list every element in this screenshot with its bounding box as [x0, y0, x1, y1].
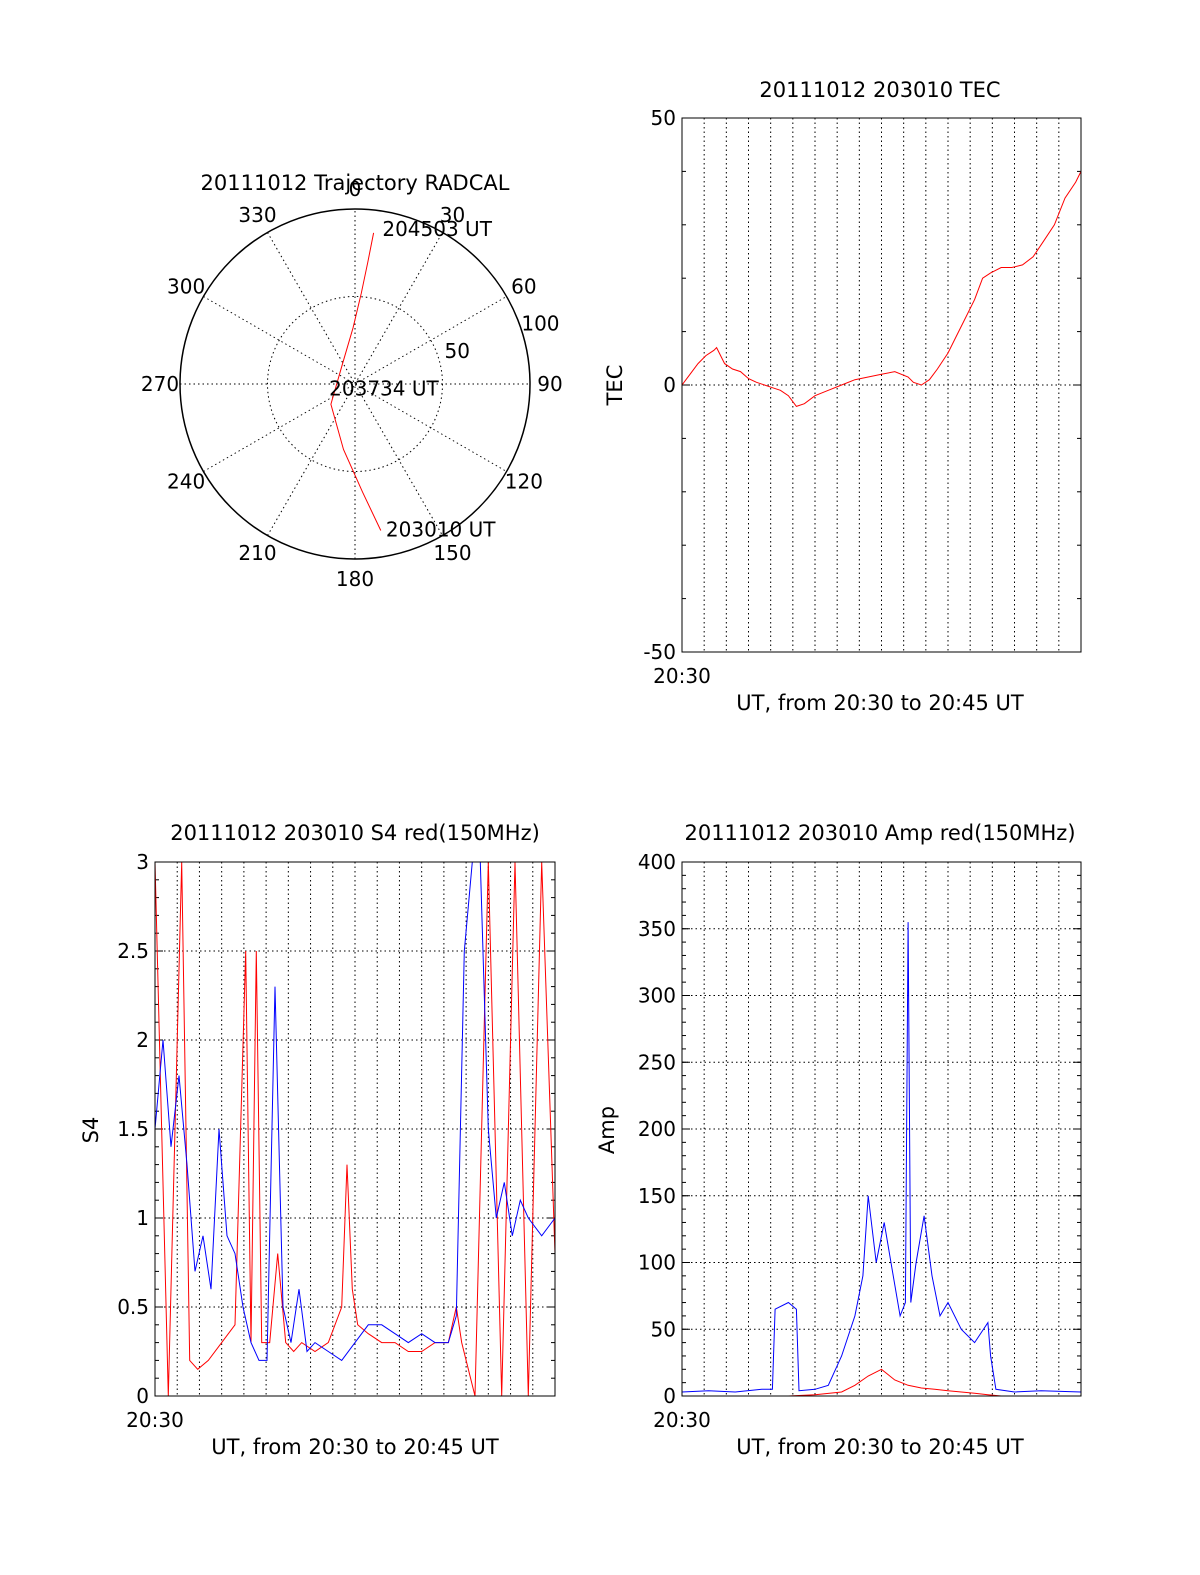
s4-chart-title: 20111012 203010 S4 red(150MHz) [170, 821, 540, 845]
polar-angle-label: 0 [349, 177, 362, 201]
y-tick-label: 3 [136, 850, 149, 874]
polar-angle-label: 180 [336, 567, 374, 591]
y-tick-label: -50 [643, 640, 676, 664]
amp-x-axis-label: UT, from 20:30 to 20:45 UT [736, 1435, 1024, 1459]
s4-y-axis-label: S4 [79, 1117, 103, 1144]
polar-radius-label: 50 [445, 339, 470, 363]
s4-chart-panel: 20111012 203010 S4 red(150MHz) S4 UT, fr… [79, 821, 556, 1459]
polar-angle-label: 120 [505, 470, 543, 494]
trajectory-annotation: 204503 UT [382, 217, 492, 241]
polar-angle-label: 210 [238, 541, 276, 565]
polar-angle-label: 30 [440, 203, 465, 227]
polar-radius-label: 100 [521, 312, 559, 336]
plot-frame [154, 861, 556, 1397]
tec-x-tick-label: 20:30 [653, 664, 711, 688]
y-tick-label: 100 [638, 1251, 676, 1275]
y-tick-label: 0 [663, 1384, 676, 1408]
y-tick-label: 150 [638, 1184, 676, 1208]
y-tick-label: 1.5 [117, 1117, 149, 1141]
y-tick-label: 200 [638, 1117, 676, 1141]
y-tick-label: 50 [651, 1317, 676, 1341]
polar-trajectory-panel: 20111012 Trajectory RADCAL 0 30 60 90 120 150… [141, 171, 563, 591]
polar-angle-label: 60 [511, 275, 536, 299]
tec-chart-panel: 20111012 203010 TEC TEC UT, from 20:30 t… [603, 78, 1082, 715]
polar-angle-label: 270 [141, 372, 179, 396]
tec-x-axis-label: UT, from 20:30 to 20:45 UT [736, 691, 1024, 715]
polar-angle-label: 90 [537, 372, 562, 396]
polar-chart-title: 20111012 Trajectory RADCAL [201, 171, 510, 195]
s4-x-tick-label: 20:30 [126, 1408, 184, 1432]
plot-frame [681, 117, 1082, 653]
trajectory-line [330, 232, 382, 531]
y-tick-label: 0 [663, 373, 676, 397]
tec-y-axis-label: TEC [603, 365, 627, 407]
series-line-0 [154, 861, 556, 1397]
polar-angle-label: 150 [433, 541, 471, 565]
polar-angle-label: 300 [167, 275, 205, 299]
series-line-1 [154, 861, 556, 1362]
series-line-1 [682, 1368, 1081, 1397]
trajectory-annotation: 203010 UT [386, 517, 496, 541]
amp-chart-panel: 20111012 203010 Amp red(150MHz) Amp UT, … [595, 821, 1082, 1459]
amp-chart-title: 20111012 203010 Amp red(150MHz) [684, 821, 1075, 845]
y-tick-label: 400 [638, 850, 676, 874]
y-tick-label: 1 [136, 1206, 149, 1230]
y-tick-label: 350 [638, 917, 676, 941]
y-tick-label: 250 [638, 1050, 676, 1074]
amp-x-tick-label: 20:30 [653, 1408, 711, 1432]
trajectory-annotation: 203734 UT [329, 377, 439, 401]
tec-chart-title: 20111012 203010 TEC [759, 78, 1000, 102]
series-line-0 [681, 171, 1082, 407]
y-tick-label: 0 [136, 1384, 149, 1408]
y-tick-label: 2 [136, 1028, 149, 1052]
polar-angle-label: 240 [167, 470, 205, 494]
s4-x-axis-label: UT, from 20:30 to 20:45 UT [211, 1435, 499, 1459]
polar-angle-label: 330 [238, 203, 276, 227]
y-tick-label: 0.5 [117, 1295, 149, 1319]
y-tick-label: 2.5 [117, 939, 149, 963]
amp-y-axis-label: Amp [595, 1106, 619, 1154]
plot-frame [681, 861, 1082, 1397]
y-tick-label: 50 [651, 106, 676, 130]
y-tick-label: 300 [638, 984, 676, 1008]
series-line-0 [681, 922, 1082, 1393]
